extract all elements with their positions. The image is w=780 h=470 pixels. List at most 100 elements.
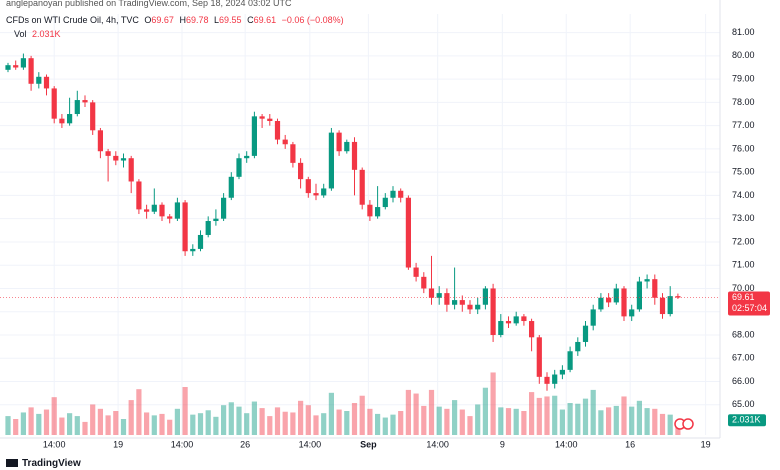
key: O bbox=[144, 15, 152, 25]
volume-bar bbox=[43, 409, 50, 435]
volume-bar bbox=[59, 417, 65, 435]
candle-body bbox=[5, 65, 11, 70]
candle-body bbox=[174, 202, 180, 219]
volume-bar bbox=[267, 416, 273, 435]
candle-body bbox=[575, 341, 581, 352]
volume-bar bbox=[205, 410, 211, 435]
close-value: 69.61 bbox=[253, 15, 277, 25]
volume-bar bbox=[421, 405, 427, 435]
x-tick-label: 14:00 bbox=[555, 439, 578, 449]
candle-body bbox=[82, 100, 88, 103]
candle-body bbox=[151, 204, 157, 212]
x-tick-label: 19 bbox=[701, 439, 711, 449]
candle-body bbox=[636, 281, 642, 310]
candle-body bbox=[74, 100, 80, 115]
volume-bar bbox=[413, 393, 419, 435]
volume-bar bbox=[536, 397, 542, 435]
volume-bar bbox=[221, 405, 227, 435]
volume-label: 2.031K bbox=[732, 415, 761, 425]
volume-bar bbox=[575, 403, 581, 435]
volume-bar bbox=[444, 408, 450, 435]
low-value: 69.55 bbox=[219, 15, 242, 25]
key: L bbox=[214, 15, 220, 25]
volume-bar bbox=[151, 415, 157, 435]
candle-body bbox=[552, 374, 558, 384]
candle-body bbox=[421, 276, 427, 289]
volume-bar bbox=[428, 389, 435, 435]
volume-bar bbox=[167, 419, 173, 435]
volume-bar bbox=[613, 405, 619, 435]
volume-value: 2.031K bbox=[32, 29, 61, 39]
volume-bar bbox=[282, 411, 288, 435]
candle-body bbox=[590, 309, 596, 326]
volume-bar bbox=[74, 416, 80, 435]
candle-body bbox=[359, 169, 365, 205]
candle-body bbox=[113, 155, 119, 161]
volume-bar bbox=[513, 408, 519, 435]
candle-body bbox=[452, 300, 458, 305]
candle-body bbox=[559, 369, 565, 375]
volume-bar bbox=[159, 413, 165, 435]
volume-bar bbox=[197, 413, 204, 435]
candle-body bbox=[221, 197, 227, 219]
candle-body bbox=[490, 288, 496, 335]
candle-body bbox=[236, 158, 242, 177]
y-tick-label: 80.00 bbox=[732, 50, 755, 60]
volume-bar bbox=[28, 407, 34, 435]
x-tick-label: 16 bbox=[625, 439, 635, 449]
volume-bar bbox=[467, 416, 473, 435]
volume-bar bbox=[82, 421, 88, 435]
candle-body bbox=[197, 234, 204, 249]
volume-bar bbox=[644, 408, 650, 435]
candle-body bbox=[413, 267, 419, 277]
volume-bar bbox=[120, 419, 127, 435]
volume-bar bbox=[482, 387, 488, 435]
volume-bar bbox=[190, 414, 196, 435]
y-tick-label: 67.00 bbox=[732, 353, 755, 363]
candle-body bbox=[13, 65, 19, 68]
volume-header: Vol 2.031K bbox=[14, 29, 64, 39]
candle-body bbox=[20, 58, 26, 68]
candle-body bbox=[652, 279, 658, 298]
y-tick-label: 73.00 bbox=[732, 213, 755, 223]
volume-bar bbox=[128, 400, 134, 435]
volume-bar bbox=[621, 396, 627, 435]
brand-logo bbox=[6, 459, 18, 467]
volume-bar bbox=[174, 408, 180, 435]
candle-body bbox=[105, 151, 111, 156]
volume-bar bbox=[136, 389, 142, 435]
volume-bar bbox=[629, 406, 635, 435]
volume-bar bbox=[182, 387, 188, 435]
volume-bar bbox=[659, 413, 666, 435]
x-tick-label: 9 bbox=[500, 439, 505, 449]
symbol: CFDs on WTI Crude Oil, 4h, TVC bbox=[6, 15, 139, 25]
candle-body bbox=[282, 139, 288, 145]
volume-bar bbox=[652, 408, 658, 435]
candle-body bbox=[567, 351, 573, 370]
y-tick-label: 65.00 bbox=[732, 399, 755, 409]
candle-body bbox=[382, 197, 388, 208]
footer-brand: TradingView bbox=[22, 458, 81, 469]
y-tick-label: 72.00 bbox=[732, 236, 755, 246]
volume-bar bbox=[351, 403, 358, 435]
y-tick-label: 70.00 bbox=[732, 283, 755, 293]
y-tick-label: 81.00 bbox=[732, 27, 755, 37]
candle-body bbox=[444, 293, 450, 305]
volume-bar bbox=[313, 415, 319, 435]
y-tick-label: 79.00 bbox=[732, 74, 755, 84]
x-tick-label: 14:00 bbox=[171, 439, 194, 449]
y-tick-label: 77.00 bbox=[732, 120, 755, 130]
change: −0.06 (−0.08%) bbox=[281, 15, 344, 25]
candle-body bbox=[90, 102, 96, 131]
volume-bar bbox=[298, 400, 304, 435]
candle-body bbox=[313, 193, 319, 196]
candle-body bbox=[498, 321, 504, 335]
candle-body bbox=[675, 296, 681, 298]
x-tick-label: 14:00 bbox=[426, 439, 449, 449]
volume-bar bbox=[90, 404, 96, 435]
candle-body bbox=[482, 288, 488, 305]
y-tick-label: 76.00 bbox=[732, 143, 755, 153]
candle-body bbox=[367, 204, 373, 217]
volume-bar bbox=[521, 411, 527, 435]
